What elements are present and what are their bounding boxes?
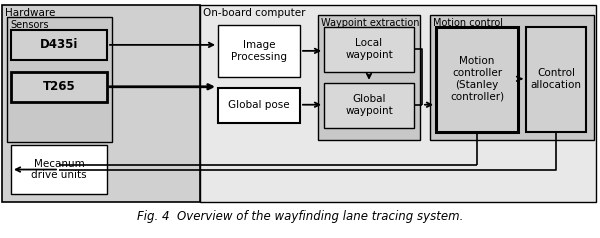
Bar [7,17,112,142]
Text: Motion
controller
(Stanley
controller): Motion controller (Stanley controller) [450,56,504,101]
Bar [11,72,107,102]
Bar [318,15,420,140]
Bar [324,83,414,128]
Text: Global
waypoint: Global waypoint [345,94,393,115]
Text: Mecanum
drive units: Mecanum drive units [31,159,87,180]
Bar [218,88,300,123]
Bar [436,27,518,132]
Text: Motion control: Motion control [433,18,503,28]
Text: Fig. 4  Overview of the wayfinding lane tracing system.: Fig. 4 Overview of the wayfinding lane t… [137,210,463,223]
Text: Image
Processing: Image Processing [231,40,287,62]
Text: D435i: D435i [40,38,78,51]
Bar [2,5,200,203]
Bar [430,15,594,140]
Bar [218,25,300,77]
Text: Hardware: Hardware [5,8,55,18]
Text: Local
waypoint: Local waypoint [345,38,393,60]
Bar [526,27,586,132]
Text: Control
allocation: Control allocation [530,68,581,89]
Text: Waypoint extraction: Waypoint extraction [321,18,419,28]
Text: Sensors: Sensors [10,20,49,30]
Text: T265: T265 [43,80,76,93]
Bar [11,30,107,60]
Text: Global pose: Global pose [228,100,290,110]
Bar [324,27,414,72]
Bar [200,5,596,203]
Text: On-board computer: On-board computer [203,8,305,18]
Bar [11,145,107,194]
